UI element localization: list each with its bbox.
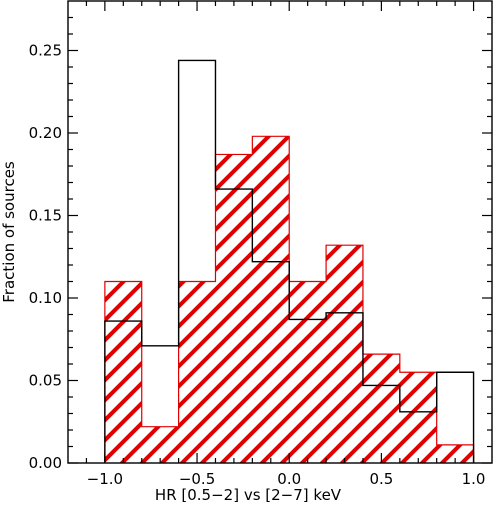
x-tick-label: 1.0 xyxy=(462,470,486,488)
series-red-outline xyxy=(104,135,475,463)
hatch-line xyxy=(104,136,442,464)
hatch-line xyxy=(104,136,402,464)
x-tick-label: −0.5 xyxy=(179,470,215,488)
hatch-line xyxy=(338,136,474,464)
hatch-lines xyxy=(104,136,474,464)
hatch-line xyxy=(218,136,474,464)
hatch-line xyxy=(398,136,474,464)
axis-ticks xyxy=(68,1,492,464)
series-black-outline xyxy=(104,59,475,463)
hatch-line xyxy=(278,136,474,464)
x-tick-label: 0.0 xyxy=(277,470,301,488)
hatch-line xyxy=(104,136,474,464)
y-tick-label: 0.25 xyxy=(29,42,62,60)
hatch-line xyxy=(104,136,474,464)
hatch-line xyxy=(198,136,474,464)
histogram-series xyxy=(104,59,475,463)
hatch-line xyxy=(358,136,474,464)
hatch-line xyxy=(104,136,474,464)
y-tick-label: 0.00 xyxy=(29,454,62,472)
y-tick-label: 0.05 xyxy=(29,372,62,390)
hatched-histogram xyxy=(104,136,474,464)
y-tick-label: 0.15 xyxy=(29,207,62,225)
hatch-line xyxy=(104,136,362,464)
tick-labels: −1.0 −0.5 0.0 0.5 1.0 0.00 0.05 0.10 0.15 0.20 0.2… xyxy=(29,42,486,489)
y-tick-label: 0.20 xyxy=(29,124,62,142)
y-tick-label: 0.10 xyxy=(29,289,62,307)
hatch-line xyxy=(138,136,474,464)
hatch-line xyxy=(104,136,474,464)
hatch-line xyxy=(104,136,474,464)
hatch-line xyxy=(238,136,474,464)
x-axis-title: HR [0.5−2] vs [2−7] keV xyxy=(155,486,342,504)
hatch-line xyxy=(378,136,474,464)
x-tick-label: 0.5 xyxy=(369,470,393,488)
x-tick-label: −1.0 xyxy=(87,470,123,488)
hatch-line xyxy=(258,136,474,464)
hatch-line xyxy=(298,136,474,464)
y-axis-title: Fraction of sources xyxy=(0,161,18,303)
